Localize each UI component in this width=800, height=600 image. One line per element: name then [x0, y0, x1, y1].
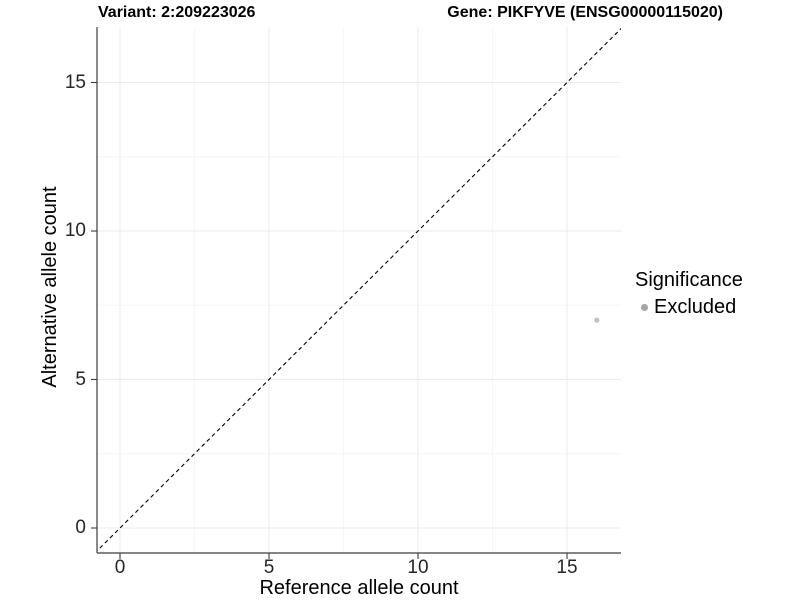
legend-key-dot-icon: [641, 303, 648, 311]
x-tick-label: 10: [407, 557, 429, 578]
y-tick-label: 0: [75, 517, 86, 538]
y-tick-label: 5: [75, 368, 86, 390]
legend-item-excluded: Excluded: [635, 295, 795, 319]
gene-title: Gene: PIKFYVE (ENSG00000115020): [447, 4, 723, 21]
x-axis-title: Reference allele count: [259, 577, 459, 599]
x-tick-label: 0: [114, 557, 126, 578]
x-tick-label: 5: [263, 557, 275, 578]
y-axis-title: Alternative allele count: [39, 186, 61, 388]
identity-reference-line: [97, 27, 621, 552]
plot-title: Variant: 2:209223026 Gene: PIKFYVE (ENSG…: [98, 3, 723, 23]
y-tick-label: 10: [64, 220, 86, 241]
variant-title: Variant: 2:209223026: [98, 4, 256, 21]
legend: Significance Excluded: [635, 270, 795, 319]
y-tick-label: 15: [64, 71, 86, 93]
x-tick-label: 15: [556, 557, 578, 578]
legend-item-label: Excluded: [654, 296, 737, 318]
legend-title: Significance: [635, 269, 743, 291]
data-point: [594, 317, 600, 323]
